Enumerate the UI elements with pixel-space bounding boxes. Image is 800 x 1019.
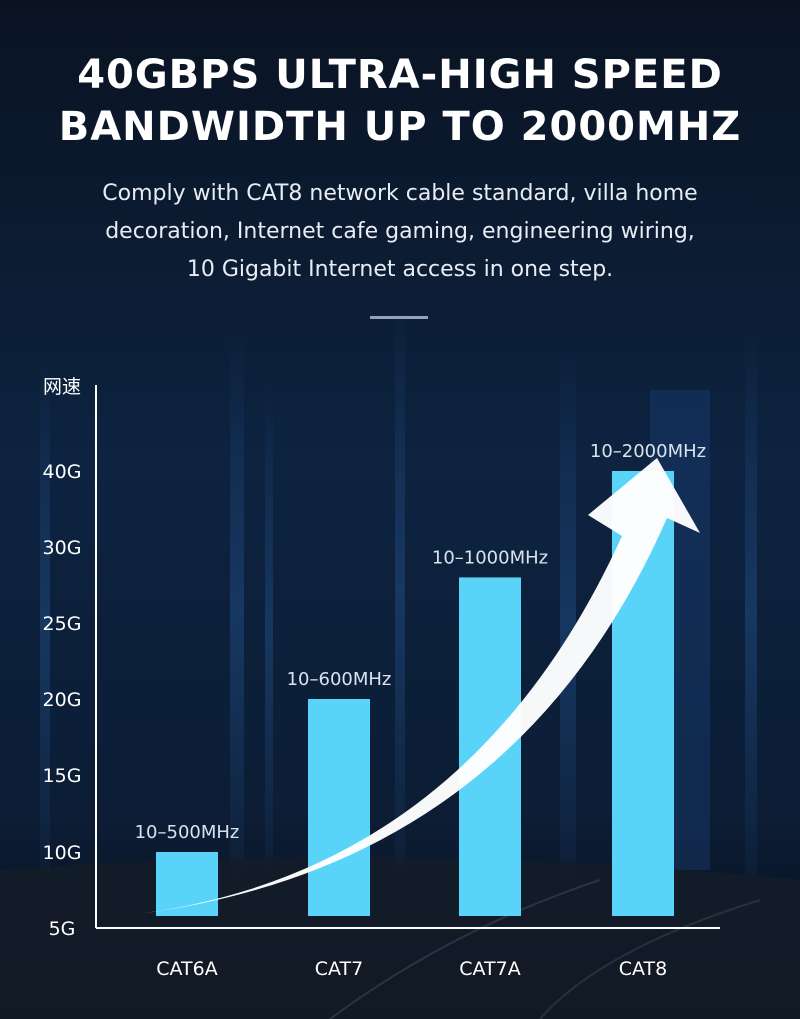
- subtitle-line-3: 10 Gigabit Internet access in one step.: [186, 257, 614, 282]
- y-tick-label: 25G: [43, 613, 82, 635]
- y-tick-label: 10G: [43, 842, 82, 864]
- title-line-2: BANDWIDTH UP TO 2000MHZ: [58, 104, 742, 150]
- subtitle-line-1: Comply with CAT8 network cable standard,…: [102, 181, 698, 206]
- x-tick-label: CAT6A: [156, 958, 217, 980]
- rising-arrow: [138, 458, 700, 914]
- bar: [308, 699, 370, 916]
- y-tick-label: 20G: [43, 689, 82, 711]
- divider: [370, 316, 428, 319]
- y-tick-label: 5G: [49, 918, 76, 940]
- y-tick-label: 15G: [43, 765, 82, 787]
- x-tick-label: CAT8: [619, 958, 667, 980]
- bar-data-label: 10–500MHz: [135, 822, 240, 843]
- x-tick-label: CAT7A: [459, 958, 520, 980]
- subtitle-line-2: decoration, Internet cafe gaming, engine…: [105, 219, 695, 244]
- y-tick-label: 30G: [43, 537, 82, 559]
- bar-data-label: 10–2000MHz: [590, 441, 706, 462]
- bar-data-label: 10–1000MHz: [432, 547, 548, 568]
- bar: [156, 852, 218, 916]
- title-line-1: 40GBPS ULTRA-HIGH SPEED: [77, 52, 723, 98]
- y-tick-label: 40G: [43, 461, 82, 483]
- x-tick-label: CAT7: [315, 958, 363, 980]
- y-axis-title: 网速: [43, 376, 81, 398]
- bar-data-label: 10–600MHz: [287, 669, 392, 690]
